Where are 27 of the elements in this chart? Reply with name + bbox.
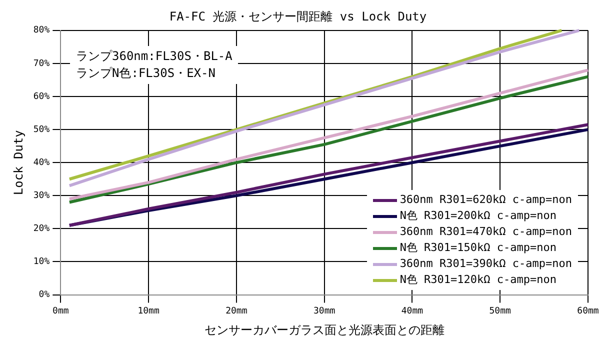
y-tick-label: 10% xyxy=(33,257,50,268)
y-tick-label: 20% xyxy=(33,224,50,234)
x-tick-label: 40mm xyxy=(401,306,424,317)
y-tick-label: 0% xyxy=(38,290,50,300)
y-tick-label: 70% xyxy=(33,58,50,69)
legend-label: 360nm R301=470kΩ c-amp=non xyxy=(400,224,572,240)
x-tick-label: 30mm xyxy=(313,306,336,317)
x-tick-label: 0mm xyxy=(52,306,69,317)
legend-label: 360nm R301=620kΩ c-amp=non xyxy=(400,192,572,208)
x-tick-label: 50mm xyxy=(489,306,511,317)
y-tick-label: 40% xyxy=(33,158,50,168)
y-tick-label: 30% xyxy=(33,190,50,201)
y-tick-label: 60% xyxy=(33,92,50,102)
legend-label: N色 R301=150kΩ c-amp=non xyxy=(400,240,557,256)
y-tick-label: 50% xyxy=(33,124,50,135)
x-axis-title: センサーカバーガラス面と光源表面との距離 xyxy=(204,322,444,337)
y-axis-title: Lock Duty xyxy=(11,130,26,196)
x-tick-label: 60mm xyxy=(577,306,599,317)
annotation: ランプN色:FL30S・EX-N xyxy=(76,65,216,82)
annotation: ランプ360nm:FL30S・BL-A xyxy=(76,48,232,65)
legend-label: N色 R301=200kΩ c-amp=non xyxy=(400,208,557,224)
x-tick-label: 20mm xyxy=(226,306,248,317)
chart-title: FA-FC 光源・センサー間距離 vs Lock Duty xyxy=(169,9,427,24)
legend-label: N色 R301=120kΩ c-amp=non xyxy=(400,272,557,288)
legend-label: 360nm R301=390kΩ c-amp=non xyxy=(400,256,572,272)
y-tick-label: 80% xyxy=(33,26,50,36)
x-tick-label: 10mm xyxy=(138,306,160,317)
